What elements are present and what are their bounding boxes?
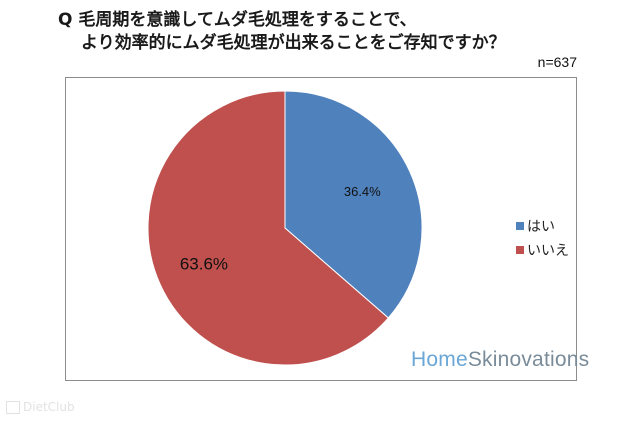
chart-title: Q 毛周期を意識してムダ毛処理をすることで、 より効率的にムダ毛処理が出来ること… (58, 9, 578, 55)
legend-label-yes: はい (527, 219, 555, 235)
data-label-yes: 36.4% (344, 184, 381, 199)
legend-label-no: いいえ (527, 243, 569, 259)
pie-chart: 36.4% 63.6% (147, 90, 423, 366)
pie-slice-yes (284, 90, 423, 319)
legend-swatch-yes (516, 222, 524, 230)
logo-text-skinovations: Skinovations (467, 348, 590, 371)
legend-item-yes: はい (516, 214, 569, 238)
legend-item-no: いいえ (516, 238, 569, 262)
legend-swatch-no (516, 246, 524, 254)
chart-frame: 36.4% 63.6% はい いいえ HomeSkinovations (65, 77, 589, 381)
pie-slice-no (147, 90, 390, 366)
watermark: DietClub (6, 400, 75, 414)
watermark-text: DietClub (23, 400, 75, 414)
chart-title-line2: より効率的にムダ毛処理が出来ることをご存知ですか？ (81, 33, 506, 53)
chart-title-line1: Q 毛周期を意識してムダ毛処理をすることで、 (58, 10, 417, 30)
brand-logo: HomeSkinovations (411, 348, 589, 372)
chart-legend: はい いいえ (516, 214, 569, 262)
sample-size-label: n=637 (537, 54, 577, 70)
data-label-no: 63.6% (180, 254, 228, 273)
watermark-logo-icon (6, 400, 20, 414)
logo-text-home: Home (411, 348, 468, 371)
